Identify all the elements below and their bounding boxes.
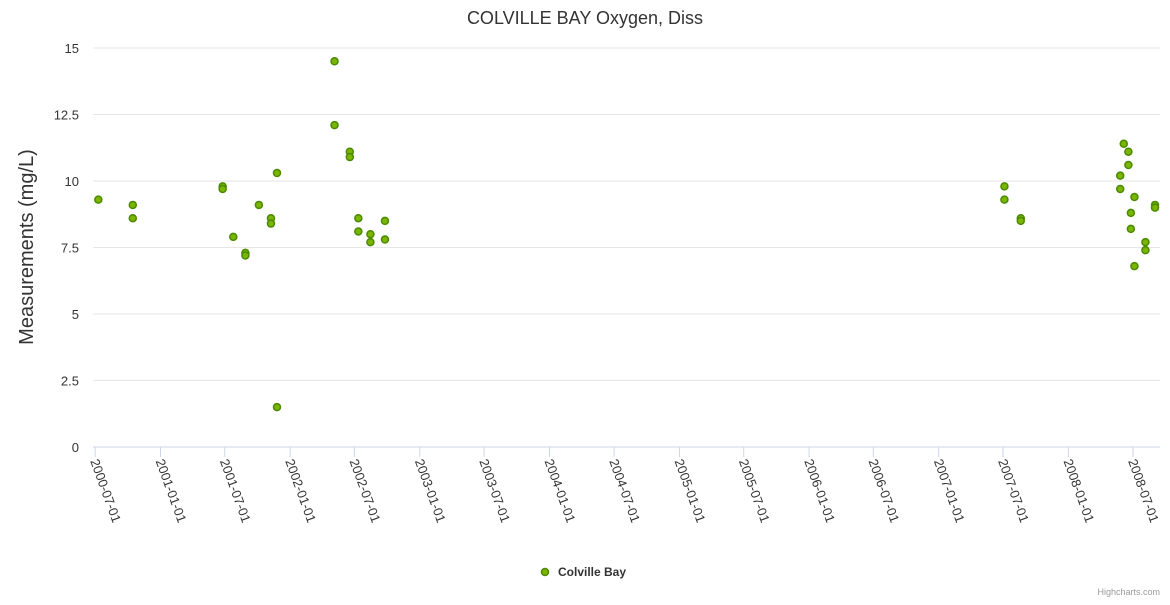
data-point[interactable]	[1130, 192, 1139, 202]
data-point[interactable]	[1000, 195, 1009, 204]
gridlines	[93, 47, 1160, 381]
data-point[interactable]	[354, 227, 363, 236]
data-point[interactable]	[1150, 203, 1160, 212]
data-point[interactable]	[380, 235, 390, 244]
data-point[interactable]	[218, 184, 227, 194]
legend-marker	[540, 567, 550, 577]
data-point[interactable]	[1124, 147, 1133, 156]
y-tick-label: 15	[65, 41, 79, 56]
y-tick-label: 12.5	[54, 108, 79, 123]
data-point[interactable]	[272, 168, 282, 178]
data-point[interactable]	[330, 120, 339, 130]
data-point[interactable]	[1126, 224, 1136, 234]
data-point[interactable]	[241, 251, 250, 260]
data-point[interactable]	[254, 200, 264, 210]
y-tick-label: 5	[72, 307, 79, 322]
data-point[interactable]	[1130, 261, 1139, 271]
y-axis-ticks: 0 2.5 5 7.5 10 12.5 15	[54, 41, 79, 455]
y-tick-label: 0	[72, 440, 79, 455]
legend-item-colville-bay[interactable]: Colville Bay	[558, 565, 626, 579]
data-point[interactable]	[1119, 139, 1129, 149]
data-point[interactable]	[354, 213, 363, 223]
data-point[interactable]	[266, 219, 276, 228]
data-point[interactable]	[1016, 216, 1026, 226]
y-tick-label: 7.5	[61, 241, 79, 256]
series-colville-bay	[94, 57, 1160, 412]
data-point[interactable]	[345, 152, 355, 162]
legend[interactable]: Colville Bay	[540, 565, 627, 579]
data-point[interactable]	[1141, 245, 1150, 255]
data-point[interactable]	[1000, 182, 1009, 191]
data-point[interactable]	[128, 213, 138, 223]
data-point[interactable]	[272, 402, 282, 412]
data-point[interactable]	[128, 200, 138, 210]
y-axis-title: Measurements (mg/L)	[16, 149, 38, 345]
chart-title: COLVILLE BAY Oxygen, Diss	[467, 8, 703, 28]
data-point[interactable]	[1115, 184, 1125, 194]
data-point[interactable]	[1115, 171, 1125, 180]
data-point[interactable]	[1124, 160, 1133, 170]
data-point[interactable]	[366, 229, 375, 239]
credits-link[interactable]: Highcharts.com	[1097, 587, 1160, 597]
data-point[interactable]	[229, 232, 238, 242]
y-tick-label: 2.5	[61, 374, 79, 389]
data-point[interactable]	[1141, 237, 1150, 247]
data-point[interactable]	[330, 57, 339, 66]
data-point[interactable]	[94, 195, 103, 204]
data-point[interactable]	[1126, 208, 1136, 218]
data-point[interactable]	[366, 237, 375, 247]
data-point[interactable]	[380, 216, 390, 226]
y-tick-label: 10	[65, 174, 79, 189]
